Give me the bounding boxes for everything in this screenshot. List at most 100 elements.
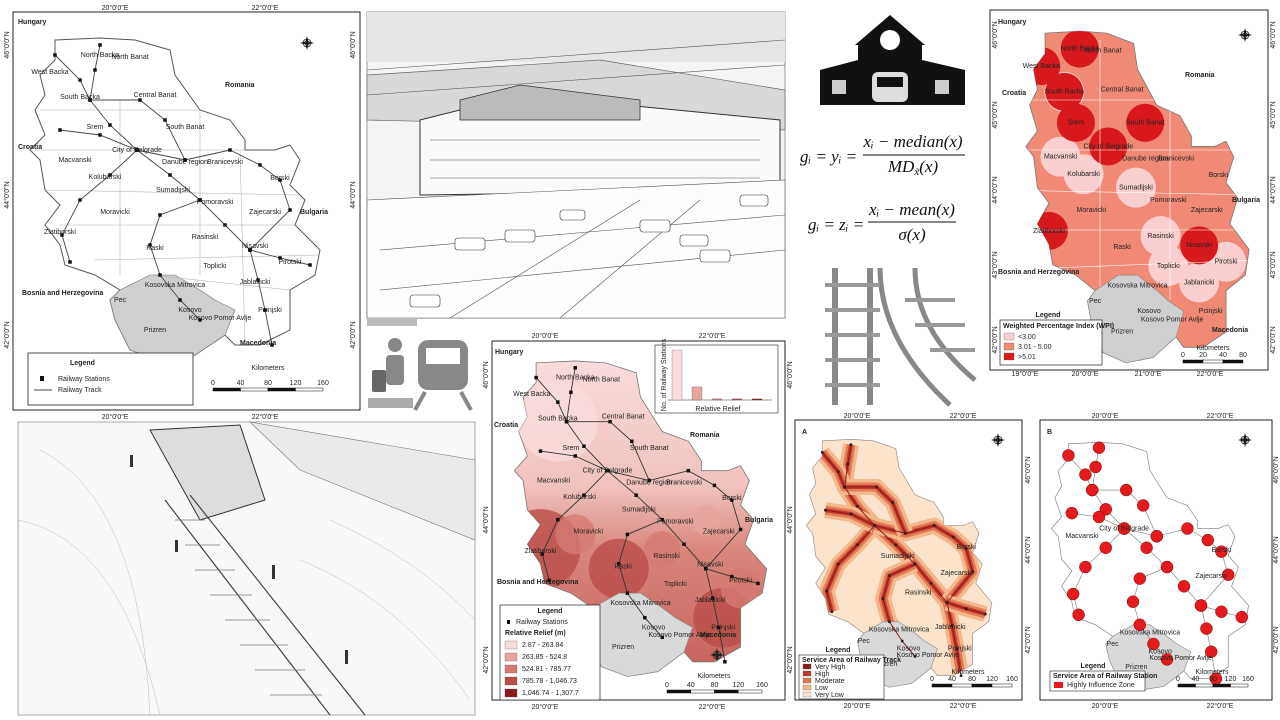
region-label: North Banat [111, 54, 148, 61]
scale-tick: 120 [1225, 676, 1237, 683]
scale-segment [971, 683, 993, 688]
region-label: Toplicki [204, 263, 227, 270]
region-label: North Backa [1060, 45, 1099, 52]
wpi-zone [1063, 154, 1104, 195]
region-label: Zlatiborski [1033, 228, 1065, 235]
longitude-label: 20°0'0"E [844, 412, 871, 420]
region-label: Raski [614, 564, 632, 571]
region-label: South Banat [1126, 120, 1165, 127]
inset-bar [691, 386, 703, 401]
region-label: Sumadijski [156, 187, 190, 194]
railway-station [158, 213, 162, 217]
railway-station [178, 298, 182, 302]
longitude-label: 22°0'0"E [950, 702, 977, 710]
legend-station-symbol [40, 376, 44, 381]
region-label: Rasinski [653, 553, 680, 560]
railway-station [984, 612, 987, 616]
latitude-label: 44°0'0"N [482, 506, 490, 533]
railway-station [278, 178, 282, 182]
latitude-label: 46°0'0"N [1272, 456, 1280, 483]
legend-swatch [802, 670, 812, 677]
longitude-label: 22°0'0"E [1207, 702, 1234, 710]
influence-zone [1215, 605, 1228, 618]
railway-station [952, 535, 955, 539]
railway-station [223, 223, 227, 227]
serbia-outline [29, 37, 321, 361]
region-label: Macvanski [1065, 533, 1099, 540]
region-label: Kosovo [178, 307, 201, 314]
region-label: Moravicki [1077, 207, 1107, 214]
latitude-label: 46°0'0"N [3, 31, 11, 58]
railway-station [730, 498, 734, 502]
influence-zone [1085, 483, 1099, 497]
latitude-label: 42°0'0"N [1272, 626, 1280, 653]
latitude-label: 43°0'0"N [1269, 251, 1277, 278]
influence-zone [1160, 560, 1174, 574]
influence-zone [1160, 653, 1174, 666]
region-label: Borski [270, 175, 290, 182]
railway-station [540, 552, 544, 556]
country-label: Romania [690, 432, 720, 439]
country-label: Croatia [494, 422, 518, 429]
railway-track [844, 444, 962, 676]
legend-item: Railway Stations [516, 619, 568, 626]
country-label: Croatia [18, 144, 42, 151]
legend-item: High [815, 671, 830, 678]
scale-tick: 0 [930, 676, 934, 683]
railway-station [228, 148, 232, 152]
scale-tick: 20 [1199, 352, 1207, 359]
influence-zone [1065, 506, 1079, 520]
country-label: Hungary [18, 19, 47, 26]
longitude-label: 22°0'0"E [252, 4, 279, 12]
scale-tick: 120 [290, 380, 302, 387]
scale-tick: 40 [237, 380, 245, 387]
scale-segment [714, 689, 739, 694]
inset-bar [751, 398, 763, 401]
longitude-label: 20°0'0"E [102, 4, 129, 12]
relief-zone [555, 514, 596, 555]
inset-bar [731, 398, 743, 401]
region-label: Kosovska Mitrovica [869, 626, 929, 633]
railway-station [824, 508, 827, 512]
legend-swatch [802, 663, 812, 670]
influence-zone [1126, 595, 1140, 608]
latitude-label: 42°0'0"N [1024, 626, 1032, 653]
formula-numerator: xᵢ − median(x) [862, 132, 962, 151]
legend-swatch [1003, 352, 1015, 361]
scale-tick: 120 [986, 676, 998, 683]
longitude-label: 20°0'0"E [844, 702, 871, 710]
legend-item: Railway Stations [58, 376, 110, 383]
railway-station [183, 158, 187, 162]
latitude-label: 44°0'0"N [3, 181, 11, 208]
latitude-label: 42°0'0"N [349, 321, 357, 348]
region-label: North Backa [81, 52, 120, 59]
railway-station [135, 148, 139, 152]
region-label: Prizren [1111, 329, 1133, 336]
region-label: City of Belgrade [583, 468, 633, 475]
legend-item: 263.85 - 524.8 [522, 654, 567, 661]
latitude-label: 42°0'0"N [1269, 326, 1277, 353]
railway-station [270, 343, 274, 347]
railway-station [625, 591, 630, 595]
railway-station [88, 98, 92, 102]
scale-segment [991, 683, 1013, 688]
scale-tick: 0 [665, 682, 669, 689]
region-label: South Banat [166, 124, 205, 131]
railway-station [856, 505, 859, 508]
country-label: Bulgaria [300, 209, 328, 216]
railway-station [756, 581, 760, 586]
travel-icon [367, 318, 473, 411]
region-label: Kosovska Mitrovica [1120, 629, 1180, 636]
influence-zone [1079, 560, 1092, 574]
legend-swatch [1003, 342, 1015, 351]
latitude-label: 46°0'0"N [1024, 456, 1032, 483]
railway-station [710, 596, 715, 600]
influence-zone [1221, 568, 1235, 581]
region-label: Branicevski [666, 479, 702, 486]
region-label: Macvanski [537, 477, 571, 484]
influence-zone [1150, 530, 1164, 543]
formula-lhs: gᵢ = yᵢ = [800, 147, 857, 166]
kosovo-area [1087, 274, 1185, 364]
